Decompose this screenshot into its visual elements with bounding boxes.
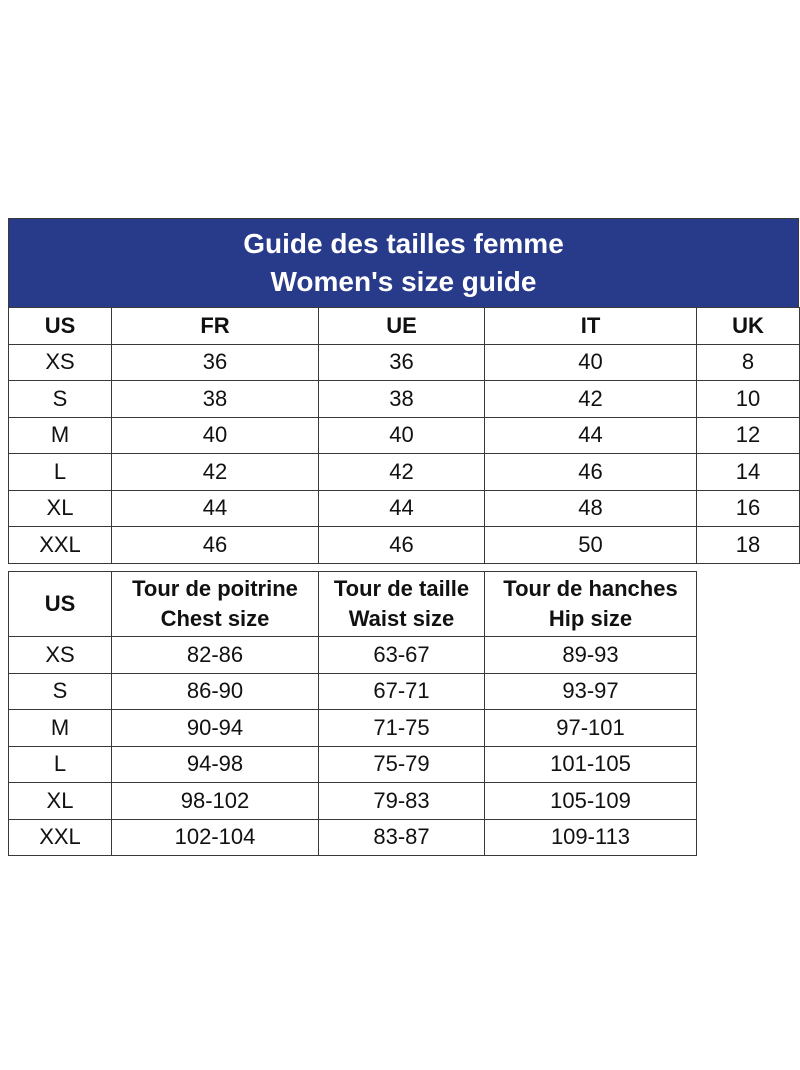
table-cell: 44 [318,489,485,527]
header-cell: FR [111,307,319,345]
table-cell: 42 [111,453,319,491]
table-cell: 97-101 [484,709,697,747]
table-cell: 63-67 [318,636,485,674]
table-cell: 83-87 [318,818,485,856]
table-cell: 16 [696,489,800,527]
table-cell: 98-102 [111,782,319,820]
header-line: Hip size [548,606,633,631]
table-cell: M [8,416,112,454]
header-line: Tour de hanches [503,576,678,601]
header-cell: Tour de taille Waist size [318,571,485,637]
table-cell: L [8,745,112,783]
header-cell: IT [484,307,697,345]
table-cell: 67-71 [318,672,485,710]
title-banner: Guide des tailles femme Women's size gui… [8,218,799,308]
header-line: Chest size [160,606,270,631]
table-cell: XS [8,636,112,674]
table-cell: S [8,380,112,418]
table-cell: 38 [318,380,485,418]
table-cell: 102-104 [111,818,319,856]
header-cell: Tour de poitrine Chest size [111,571,319,637]
header-cell: UE [318,307,485,345]
table-cell: XL [8,489,112,527]
table-cell: 40 [484,343,697,381]
header-cell: Tour de hanches Hip size [484,571,697,637]
table-cell: 38 [111,380,319,418]
header-cell: US [8,307,112,345]
header-line: US [44,591,76,616]
table-cell: 46 [111,526,319,564]
table-cell: XXL [8,526,112,564]
table-cell: XXL [8,818,112,856]
header-line: Tour de taille [333,576,470,601]
table-cell: 44 [484,416,697,454]
table-cell: 10 [696,380,800,418]
table-cell: 48 [484,489,697,527]
table-cell: 46 [484,453,697,491]
table-cell: 42 [318,453,485,491]
title-en: Women's size guide [270,266,537,297]
header-line: Waist size [348,606,455,631]
table-cell: 46 [318,526,485,564]
table-cell: XS [8,343,112,381]
table-cell: 109-113 [484,818,697,856]
table-cell: 105-109 [484,782,697,820]
table-cell: 90-94 [111,709,319,747]
table-cell: 79-83 [318,782,485,820]
table-cell: 86-90 [111,672,319,710]
table-cell: 12 [696,416,800,454]
table-cell: 94-98 [111,745,319,783]
table-cell: 14 [696,453,800,491]
table-cell: 101-105 [484,745,697,783]
table-cell: 40 [318,416,485,454]
table-cell: 42 [484,380,697,418]
table-cell: 44 [111,489,319,527]
table-cell: 82-86 [111,636,319,674]
table-cell: L [8,453,112,491]
table-cell: 36 [318,343,485,381]
title-fr: Guide des tailles femme [243,228,564,259]
header-cell: US [8,571,112,637]
table-cell: 50 [484,526,697,564]
table-cell: 18 [696,526,800,564]
table-cell: XL [8,782,112,820]
table-cell: 8 [696,343,800,381]
table-cell: 36 [111,343,319,381]
table-cell: M [8,709,112,747]
table-cell: 93-97 [484,672,697,710]
table-cell: 75-79 [318,745,485,783]
table-cell: S [8,672,112,710]
table-cell: 71-75 [318,709,485,747]
table-cell: 89-93 [484,636,697,674]
table-cell: 40 [111,416,319,454]
header-cell: UK [696,307,800,345]
header-line: Tour de poitrine [132,576,298,601]
